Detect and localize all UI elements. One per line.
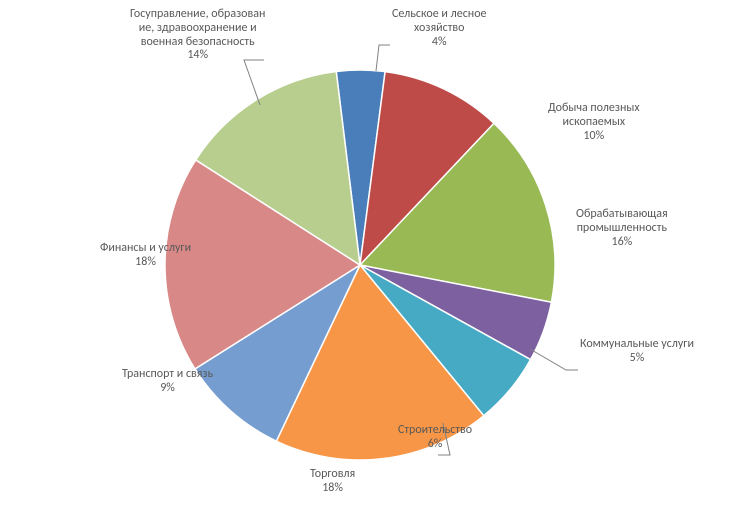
pie-chart: Сельское и лесное хозяйство 4%Добыча пол…	[0, 0, 738, 511]
pie-svg	[0, 0, 738, 511]
leader-line-3	[530, 349, 578, 370]
leader-line-0	[376, 45, 390, 71]
